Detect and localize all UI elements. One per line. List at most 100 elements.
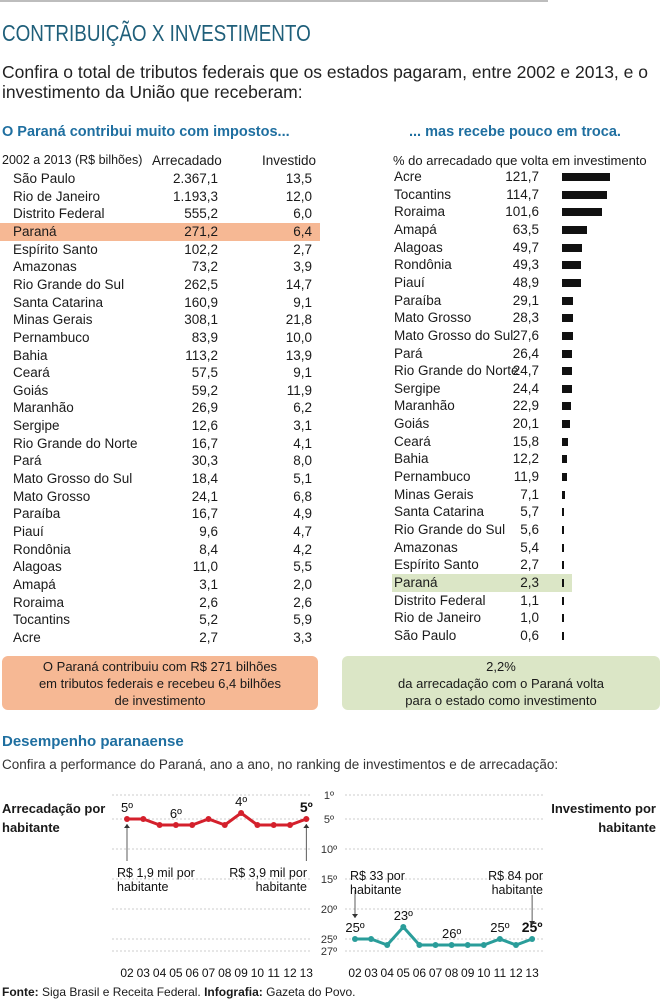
arrecadado-value: 24,1 (191, 488, 218, 504)
point-label: 5º (300, 799, 313, 815)
arrecadado-value: 2,6 (199, 594, 218, 610)
investido-value: 2,7 (293, 241, 312, 257)
y-tick-label: 10º (321, 844, 337, 856)
table-row: São Paulo 2.367,1 13,5 (0, 170, 320, 188)
box-line: O Paraná contribuiu com R$ 271 bilhões (42, 659, 278, 674)
bar-value-label: 12,2 (512, 451, 539, 467)
bar-value-label: 48,9 (512, 274, 539, 290)
bar-row: São Paulo 0,6 (392, 627, 572, 645)
point-label: 25º (522, 919, 543, 935)
bar-category-label: Rio Grande do Norte (394, 363, 519, 379)
table-row: Paraíba 16,7 4,9 (0, 505, 320, 523)
table-row: Acre 2,7 3,3 (0, 629, 320, 647)
arrecadado-value: 2,7 (199, 629, 218, 645)
investido-value: 9,1 (293, 294, 312, 310)
bar-row: Rondônia 49,3 (392, 256, 582, 274)
state-name: Mato Grosso (13, 488, 91, 504)
bar-row: Sergipe 24,4 (392, 380, 572, 398)
data-point (156, 822, 163, 828)
bar-category-label: Distrito Federal (394, 592, 486, 608)
data-point (189, 822, 196, 828)
investido-value: 6,8 (293, 488, 312, 504)
bar-value-label: 24,4 (512, 380, 539, 396)
x-tick-label: 04 (381, 966, 395, 980)
y-tick-label: 1º (324, 790, 334, 802)
bar-category-label: Mato Grosso (394, 310, 472, 326)
investido-value: 10,0 (285, 329, 312, 345)
annotation-text: habitante (350, 883, 401, 897)
bar (562, 614, 564, 623)
state-name: Maranhão (13, 400, 74, 416)
bar-row: Tocantins 114,7 (392, 186, 608, 204)
state-name: Sergipe (13, 418, 60, 434)
data-point (254, 822, 261, 828)
page-subtitle: Confira o total de tributos federais que… (2, 62, 648, 102)
box-line: da arrecadação com o Paraná volta (398, 676, 604, 691)
investido-value: 4,7 (293, 524, 312, 539)
arrecadado-value: 271,2 (184, 223, 218, 239)
data-point (368, 936, 375, 942)
bar (562, 402, 572, 411)
x-tick-label: 13 (525, 966, 539, 980)
table-row: Santa Catarina 160,9 9,1 (0, 294, 320, 312)
x-tick-label: 13 (300, 966, 314, 980)
arrecadado-value: 57,5 (191, 365, 218, 381)
right-section-heading: ... mas recebe pouco em troca. (409, 124, 621, 140)
box-line: para o estado como investimento (405, 693, 597, 708)
table-header-period: 2002 a 2013 (R$ bilhões) (2, 153, 143, 167)
table-row: Amapá 3,1 2,0 (0, 576, 320, 594)
data-point (124, 816, 130, 822)
bar (562, 508, 565, 517)
bar (562, 314, 574, 323)
state-name: Roraima (13, 594, 65, 610)
bar (562, 331, 573, 340)
bar (562, 349, 573, 358)
box-line: em tributos federais e recebeu 6,4 bilhõ… (38, 676, 282, 691)
arrecadado-value: 83,9 (191, 329, 218, 345)
state-name: Acre (13, 629, 41, 645)
bar-chart-title: % do arrecadado que volta em investiment… (393, 153, 647, 168)
bar-row: Maranhão 22,9 (392, 397, 572, 415)
investido-value: 13,5 (285, 171, 312, 186)
footer-info: Gazeta do Povo. (266, 985, 356, 999)
data-point (480, 942, 487, 948)
arrecadado-value: 2.367,1 (172, 171, 218, 186)
table-row: Espírito Santo 102,2 2,7 (0, 241, 320, 259)
data-point (238, 810, 245, 816)
investido-value: 3,9 (293, 259, 312, 275)
arrecadado-value: 102,2 (184, 241, 218, 257)
data-point (172, 822, 179, 828)
bar-category-label: Piauí (394, 274, 425, 290)
bar-row: Ceará 15,8 (392, 433, 572, 451)
bar-value-label: 1,1 (520, 592, 539, 608)
y-tick-label: 27º (321, 946, 337, 958)
arrecadado-value: 160,9 (184, 294, 218, 310)
state-name: Espírito Santo (13, 241, 98, 257)
state-name: Pernambuco (13, 329, 90, 345)
bar-category-label: Pará (394, 345, 423, 361)
state-name: Pará (13, 453, 42, 469)
table-row: Roraima 2,6 2,6 (0, 594, 320, 612)
bar-value-label: 26,4 (512, 345, 539, 361)
arrecadado-value: 16,7 (191, 435, 218, 451)
state-name: Rio Grande do Sul (13, 276, 125, 292)
bar-category-label: Rondônia (394, 257, 452, 273)
investido-value: 12,0 (285, 188, 312, 204)
bar (562, 190, 608, 199)
bar-category-label: Amazonas (394, 539, 458, 555)
data-point (352, 936, 358, 942)
box-line: 2,2% (486, 659, 516, 674)
table-row: Bahia 113,2 13,9 (0, 347, 320, 365)
bar-value-label: 49,3 (512, 257, 539, 273)
investido-value: 6,4 (293, 223, 312, 239)
arrecadado-value: 1.193,3 (172, 188, 218, 204)
bar-row: Mato Grosso 28,3 (392, 309, 574, 327)
bar-row: Pernambuco 11,9 (392, 468, 572, 486)
table-row: Minas Gerais 308,1 21,8 (0, 311, 320, 329)
bar-value-label: 114,7 (506, 186, 539, 202)
bar (562, 420, 570, 429)
x-tick-label: 06 (413, 966, 427, 980)
x-tick-label: 11 (494, 966, 507, 980)
investido-value: 4,1 (293, 435, 312, 451)
